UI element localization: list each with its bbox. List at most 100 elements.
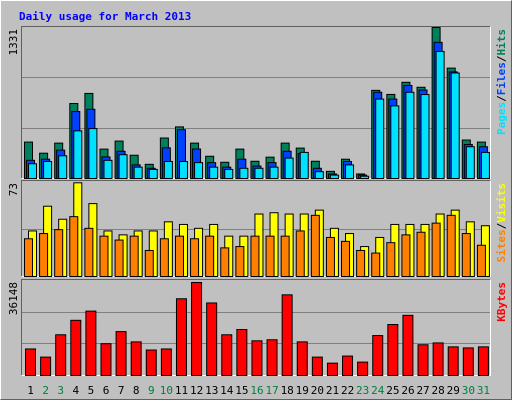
bar bbox=[251, 340, 263, 377]
bar bbox=[209, 166, 219, 180]
legend-entry: Sites bbox=[495, 229, 508, 262]
x-tick-label: 23 bbox=[356, 384, 369, 397]
bar bbox=[375, 98, 385, 179]
bar bbox=[345, 164, 355, 179]
x-tick-label: 12 bbox=[190, 384, 203, 397]
bar bbox=[299, 151, 309, 179]
bar bbox=[265, 235, 275, 277]
bar bbox=[100, 343, 112, 376]
bar bbox=[191, 281, 203, 377]
bar bbox=[281, 294, 293, 377]
bar bbox=[160, 348, 172, 377]
x-tick-label: 10 bbox=[160, 384, 173, 397]
legend-separator: / bbox=[495, 222, 508, 229]
bar bbox=[133, 166, 143, 180]
bar bbox=[220, 247, 230, 277]
bar bbox=[159, 238, 169, 277]
bar bbox=[401, 234, 411, 278]
bar bbox=[269, 166, 279, 180]
legend-entry: Pages bbox=[495, 102, 508, 135]
bar bbox=[130, 341, 142, 376]
bar bbox=[356, 249, 366, 277]
bar bbox=[174, 235, 184, 277]
x-tick-label: 25 bbox=[386, 384, 399, 397]
bar bbox=[40, 356, 52, 376]
panel-border bbox=[21, 26, 491, 179]
x-tick-label: 20 bbox=[311, 384, 324, 397]
bar bbox=[480, 151, 490, 179]
x-tick-label: 24 bbox=[371, 384, 385, 397]
bar bbox=[118, 154, 128, 180]
x-tick-label: 18 bbox=[281, 384, 294, 397]
bar bbox=[465, 146, 475, 179]
bar bbox=[431, 222, 441, 277]
bar bbox=[163, 160, 173, 180]
x-tick-label: 31 bbox=[477, 384, 490, 397]
bar bbox=[55, 334, 67, 376]
bar bbox=[69, 216, 79, 278]
bar bbox=[239, 167, 249, 179]
bar bbox=[148, 168, 158, 180]
bar bbox=[435, 50, 445, 180]
bar bbox=[190, 238, 200, 277]
bar bbox=[325, 236, 335, 278]
legend: Sites/Visits bbox=[495, 183, 508, 263]
bar bbox=[178, 160, 188, 180]
panel-border bbox=[21, 180, 491, 277]
bar bbox=[357, 361, 369, 377]
bar bbox=[416, 231, 426, 277]
bar bbox=[447, 346, 459, 377]
bar bbox=[450, 72, 460, 179]
bar bbox=[371, 252, 381, 278]
bar bbox=[266, 339, 278, 377]
legend-separator: / bbox=[495, 55, 508, 62]
bar bbox=[295, 230, 305, 278]
bar bbox=[206, 302, 218, 377]
bar bbox=[254, 167, 264, 179]
bar bbox=[25, 348, 36, 377]
bar bbox=[417, 344, 429, 376]
bar bbox=[24, 238, 33, 277]
bar bbox=[296, 341, 308, 376]
bar bbox=[476, 244, 486, 277]
bar bbox=[402, 314, 414, 376]
legend-separator: / bbox=[495, 95, 508, 102]
bar bbox=[314, 171, 324, 179]
x-tick-label: 14 bbox=[220, 384, 234, 397]
bar bbox=[311, 356, 323, 376]
bar bbox=[342, 355, 354, 377]
bar bbox=[405, 91, 415, 179]
legend-entry: KBytes bbox=[495, 282, 508, 322]
bar bbox=[85, 310, 97, 377]
bar bbox=[360, 175, 370, 180]
bar bbox=[114, 239, 124, 277]
bar bbox=[39, 233, 49, 277]
legend-entry: Files bbox=[495, 62, 508, 95]
bar bbox=[310, 214, 320, 277]
x-tick-label: 8 bbox=[133, 384, 140, 397]
bar bbox=[462, 347, 474, 377]
bar bbox=[250, 235, 260, 277]
legend: Pages/Files/Hits bbox=[495, 29, 508, 135]
legend-entry: Hits bbox=[495, 29, 508, 56]
bar bbox=[175, 298, 187, 376]
bar bbox=[477, 346, 489, 377]
bar bbox=[326, 362, 338, 377]
x-tick-label: 11 bbox=[175, 384, 188, 397]
x-tick-label: 4 bbox=[73, 384, 80, 397]
x-tick-label: 2 bbox=[42, 384, 49, 397]
bar bbox=[115, 331, 127, 377]
bar bbox=[235, 246, 245, 278]
bar bbox=[280, 235, 290, 277]
x-tick-label: 6 bbox=[103, 384, 110, 397]
bar bbox=[341, 240, 351, 277]
bar bbox=[205, 235, 215, 277]
x-tick-label: 3 bbox=[57, 384, 64, 397]
x-tick-label: 27 bbox=[416, 384, 429, 397]
x-tick-label: 16 bbox=[250, 384, 263, 397]
x-tick-label: 30 bbox=[462, 384, 475, 397]
bar bbox=[284, 157, 294, 180]
chart-title: Daily usage for March 2013 bbox=[19, 10, 191, 23]
bar bbox=[372, 335, 384, 376]
